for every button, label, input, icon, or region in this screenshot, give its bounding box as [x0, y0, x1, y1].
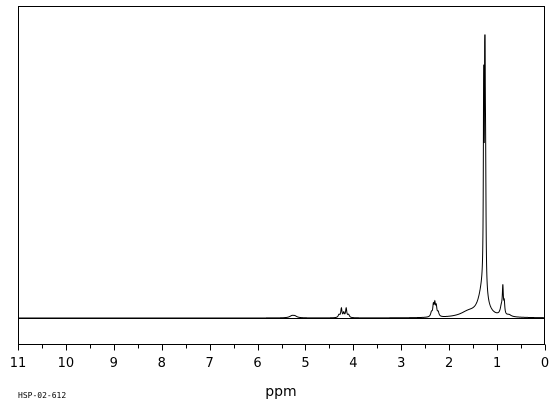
spectrum-code-label: HSP-02-612 — [18, 391, 66, 400]
x-tick-label: 2 — [445, 356, 453, 371]
x-tick-label: 10 — [58, 356, 75, 371]
x-tick-label: 0 — [541, 356, 549, 371]
x-tick-label: 8 — [158, 356, 166, 371]
x-tick-label: 5 — [301, 356, 309, 371]
x-tick-label: 11 — [10, 356, 27, 371]
x-tick-label: 4 — [349, 356, 357, 371]
x-tick-label: 9 — [110, 356, 118, 371]
plot-frame — [18, 6, 545, 345]
x-axis-ticks — [18, 344, 546, 351]
x-tick-label: 6 — [253, 356, 261, 371]
x-axis-title: ppm — [265, 384, 296, 400]
spectrum-line — [18, 34, 545, 319]
x-tick-label: 7 — [205, 356, 213, 371]
x-tick-label: 3 — [397, 356, 405, 371]
x-axis-tick-labels: 11 10 9 8 7 6 5 4 3 2 1 0 — [10, 356, 549, 371]
x-tick-label: 1 — [493, 356, 501, 371]
